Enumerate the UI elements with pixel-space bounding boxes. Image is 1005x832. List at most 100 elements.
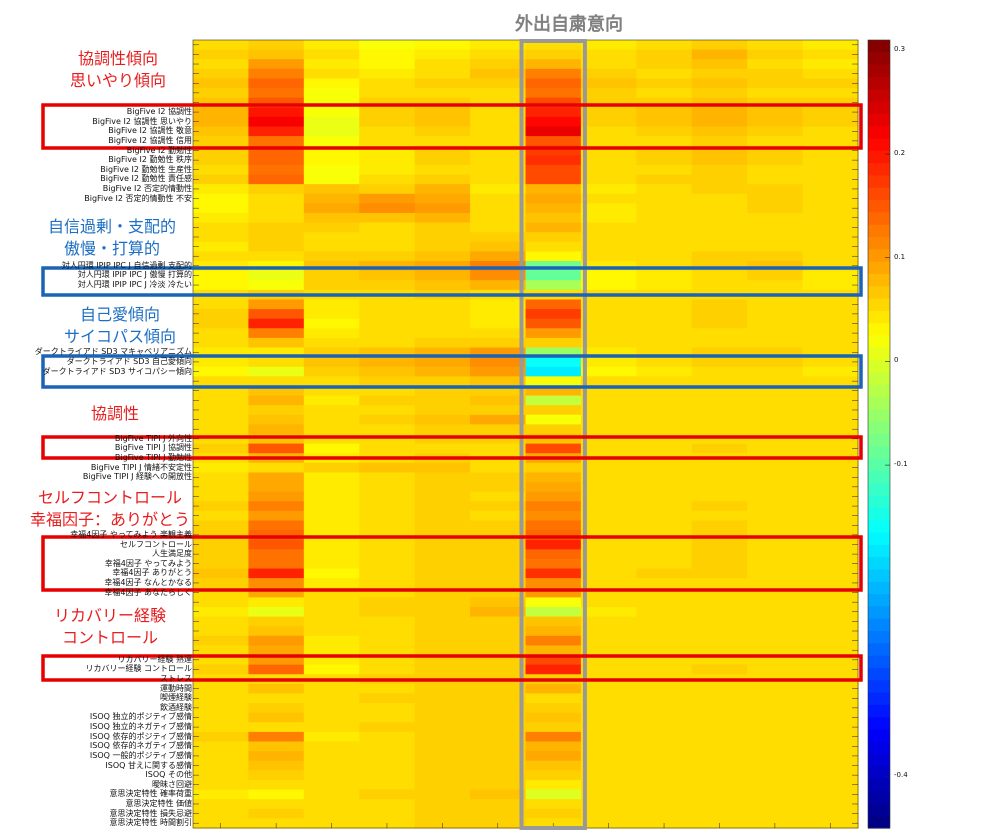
heatmap-cell — [802, 318, 859, 329]
heatmap-cell — [525, 299, 582, 310]
heatmap-cell — [359, 606, 416, 618]
heatmap-cell — [636, 530, 693, 541]
heatmap-cell — [414, 578, 471, 589]
heatmap-cell — [636, 395, 693, 406]
heatmap-cell — [802, 337, 859, 349]
heatmap-cell — [414, 309, 471, 320]
heatmap-cell — [359, 434, 416, 445]
heatmap-cell — [359, 501, 416, 512]
heatmap-cell — [359, 145, 416, 156]
heatmap-cell — [636, 193, 693, 204]
heatmap-cell — [636, 501, 693, 512]
heatmap-cell — [636, 712, 693, 723]
heatmap-cell — [747, 88, 804, 99]
heatmap-cell — [802, 539, 859, 550]
heatmap-cell — [193, 97, 250, 108]
heatmap-cell — [802, 501, 859, 512]
heatmap-cell — [580, 664, 637, 675]
heatmap-cell — [359, 568, 416, 579]
heatmap-cell — [193, 385, 250, 397]
heatmap-cell — [359, 414, 416, 425]
heatmap-cell — [414, 635, 471, 647]
heatmap-cell — [636, 107, 693, 118]
heatmap-cell — [414, 68, 471, 80]
heatmap-cell — [580, 818, 637, 829]
row-label: BigFive I2 勤勉性 責任感 — [100, 174, 192, 184]
heatmap-cell — [470, 164, 527, 176]
heatmap-cell — [303, 693, 360, 704]
heatmap-cell — [193, 174, 250, 185]
heatmap-cell — [802, 510, 859, 522]
heatmap-cell — [525, 818, 582, 829]
heatmap-cell — [414, 414, 471, 425]
heatmap-cell — [747, 693, 804, 704]
heatmap-cell — [802, 241, 859, 253]
heatmap-cell — [193, 299, 250, 310]
heatmap-cell — [580, 616, 637, 627]
heatmap-cell — [470, 212, 527, 224]
heatmap-cell — [303, 241, 360, 253]
heatmap-cell — [414, 606, 471, 618]
heatmap-cell — [525, 751, 582, 762]
heatmap-cell — [691, 78, 748, 89]
heatmap-cell — [636, 299, 693, 310]
heatmap-cell — [580, 136, 637, 147]
heatmap-cell — [747, 751, 804, 762]
heatmap-cell — [747, 270, 804, 281]
heatmap-cell — [414, 280, 471, 291]
heatmap-cell — [470, 309, 527, 320]
heatmap-cell — [303, 520, 360, 531]
heatmap-cell — [414, 770, 471, 781]
heatmap-cell — [802, 184, 859, 195]
heatmap-cell — [414, 193, 471, 204]
heatmap-cell — [636, 337, 693, 349]
heatmap-cell — [303, 232, 360, 243]
heatmap-cell — [359, 597, 416, 608]
heatmap-cell — [248, 318, 305, 329]
heatmap-cell — [470, 703, 527, 714]
heatmap-cell — [470, 174, 527, 185]
heatmap-cell — [580, 299, 637, 310]
heatmap-cell — [470, 97, 527, 108]
heatmap-cell — [691, 116, 748, 128]
heatmap-cell — [636, 222, 693, 233]
heatmap-cell — [414, 443, 471, 454]
heatmap-cell — [303, 703, 360, 714]
heatmap-cell — [691, 818, 748, 829]
row-label: 幸福4因子 やってみよう — [104, 558, 192, 568]
heatmap-cell — [303, 59, 360, 70]
heatmap-cell — [414, 78, 471, 89]
heatmap-cell — [525, 722, 582, 733]
heatmap-cell — [303, 635, 360, 647]
heatmap-cell — [414, 501, 471, 512]
heatmap-cell — [248, 232, 305, 243]
heatmap-cell — [636, 664, 693, 675]
heatmap-cell — [359, 482, 416, 493]
heatmap-cell — [636, 549, 693, 560]
heatmap-cell — [580, 424, 637, 435]
colorbar-segment — [868, 249, 890, 263]
heatmap-cell — [359, 443, 416, 454]
heatmap-cell — [470, 59, 527, 70]
heatmap-cell — [525, 770, 582, 781]
heatmap-cell — [470, 520, 527, 531]
heatmap-cell — [580, 539, 637, 550]
row-label: BigFive TIPI J 協調性 — [114, 443, 192, 453]
heatmap-cell — [691, 606, 748, 618]
colorbar-segment — [868, 40, 890, 53]
heatmap-cell — [303, 318, 360, 329]
heatmap-cell — [525, 539, 582, 550]
heatmap-cell — [747, 597, 804, 608]
heatmap-cell — [414, 491, 471, 502]
red-highlight-box — [41, 435, 863, 460]
heatmap-cell — [636, 655, 693, 666]
heatmap-cell — [193, 443, 250, 454]
heatmap-cell — [636, 212, 693, 224]
heatmap-cell — [470, 203, 527, 214]
heatmap-cell — [525, 482, 582, 493]
heatmap-cell — [303, 808, 360, 819]
heatmap-cell — [303, 664, 360, 675]
heatmap-cell — [414, 261, 471, 272]
heatmap-cell — [470, 818, 527, 829]
heatmap-cell — [802, 693, 859, 704]
